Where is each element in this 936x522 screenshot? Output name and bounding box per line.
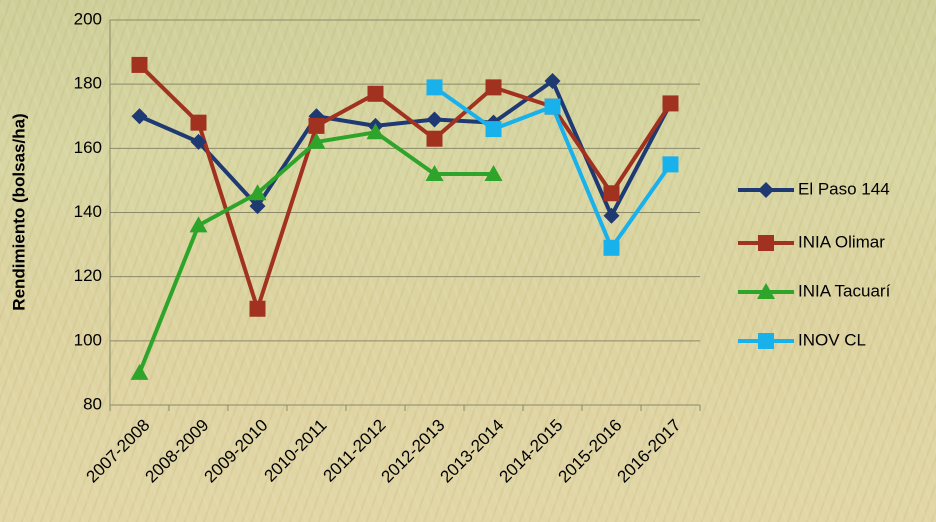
legend-marker — [758, 182, 774, 198]
marker — [248, 184, 267, 201]
y-tick-label: 200 — [74, 9, 102, 28]
marker — [485, 121, 502, 138]
x-tick-label: 2015-2016 — [555, 416, 626, 487]
marker — [544, 72, 561, 89]
y-tick-label: 180 — [74, 74, 102, 93]
x-tick-label: 2007-2008 — [83, 416, 154, 487]
series-line — [138, 63, 673, 311]
x-tick-label: 2016-2017 — [614, 416, 685, 487]
x-tick-label: 2010-2011 — [260, 416, 330, 486]
x-tick-label: 2013-2014 — [437, 416, 508, 487]
y-tick-label: 80 — [83, 394, 102, 413]
legend-marker — [758, 333, 774, 349]
y-tick-label: 120 — [74, 266, 102, 285]
marker — [426, 111, 443, 128]
marker — [249, 198, 266, 215]
x-tick-label: 2012-2013 — [378, 416, 449, 487]
marker — [190, 114, 207, 131]
marker — [366, 123, 385, 140]
legend-label: INIA Olimar — [798, 232, 885, 251]
marker — [307, 132, 326, 149]
marker — [603, 239, 620, 256]
x-tick-label: 2009-2010 — [201, 416, 272, 487]
marker — [426, 130, 443, 147]
marker — [131, 108, 148, 125]
y-tick-label: 100 — [74, 330, 102, 349]
marker — [190, 133, 207, 150]
legend-label: INOV CL — [798, 330, 866, 349]
marker — [603, 185, 620, 202]
y-tick-label: 140 — [74, 202, 102, 221]
marker — [485, 79, 502, 96]
legend-marker — [758, 235, 774, 251]
series-line — [137, 130, 494, 374]
marker — [603, 207, 620, 224]
x-tick-label: 2008-2009 — [142, 416, 213, 487]
marker — [426, 79, 443, 96]
marker — [130, 363, 149, 380]
marker — [189, 216, 208, 233]
marker — [662, 95, 679, 112]
marker — [367, 85, 384, 102]
y-tick-label: 160 — [74, 138, 102, 157]
legend-marker — [757, 283, 775, 299]
x-tick-label: 2014-2015 — [496, 416, 567, 487]
marker — [249, 300, 266, 317]
marker — [662, 156, 679, 173]
marker — [308, 117, 325, 134]
marker — [544, 98, 561, 115]
legend-label: INIA Tacuarí — [798, 281, 891, 300]
marker — [425, 165, 444, 181]
marker — [131, 56, 148, 73]
y-axis-title: Rendimiento (bolsas/ha) — [9, 113, 28, 310]
legend-label: El Paso 144 — [798, 179, 890, 198]
marker — [484, 165, 503, 181]
